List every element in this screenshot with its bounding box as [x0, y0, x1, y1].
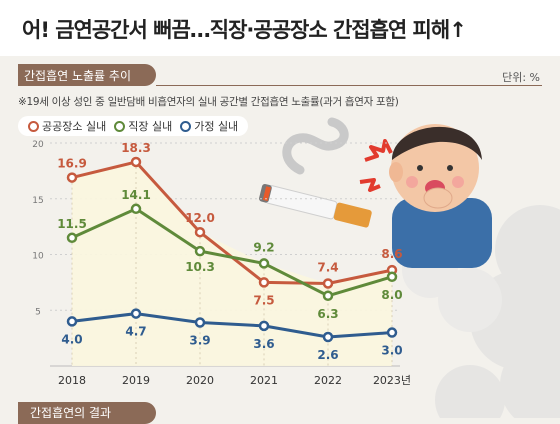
data-label-work: 11.5 — [57, 217, 87, 231]
data-point-work — [258, 258, 270, 269]
data-label-work: 9.2 — [253, 240, 274, 254]
data-point-home — [66, 316, 78, 327]
legend-item-public: 공공장소 실내 — [28, 118, 106, 134]
unit-label: 단위: % — [502, 71, 540, 84]
legend: 공공장소 실내 직장 실내 가정 실내 — [18, 116, 249, 136]
data-point-home — [386, 327, 398, 338]
next-section-title: 간접흡연의 결과 — [30, 406, 112, 420]
smoke-icon — [282, 117, 349, 175]
data-label-public: 7.5 — [253, 293, 274, 307]
data-point-public — [130, 156, 142, 168]
cigarette-icon — [259, 183, 372, 228]
data-labels: 16.9 18.3 12.0 7.5 7.4 8.6 11.5 14.1 10.3 9.2 6.3 8… — [57, 141, 402, 362]
data-point-public — [322, 278, 334, 289]
data-label-work: 14.1 — [121, 188, 151, 202]
series-lines — [66, 156, 398, 343]
data-point-home — [130, 308, 142, 319]
data-point-work — [386, 271, 398, 283]
section-bar — [18, 64, 156, 86]
series-line-home — [71, 312, 393, 339]
data-point-public — [258, 277, 270, 288]
coughing-person-icon — [389, 124, 492, 268]
legend-marker-home — [180, 120, 192, 132]
y-tick-label: 5 — [35, 307, 41, 317]
data-label-home: 4.0 — [61, 332, 82, 346]
headline: 어! 금연공간서 뻐끔…직장·공공장소 간접흡연 피해↑ — [22, 18, 467, 42]
series-line-work — [71, 207, 393, 298]
legend-label-work: 직장 실내 — [128, 120, 173, 133]
section-title: 간접흡연 노출률 추이 — [24, 69, 131, 83]
data-label-public: 18.3 — [121, 141, 151, 155]
x-tick-label: 2021 — [250, 374, 278, 387]
y-tick-label: 20 — [32, 140, 44, 150]
data-point-home — [194, 317, 206, 328]
y-tick-label: 10 — [32, 252, 44, 262]
data-point-home — [258, 320, 270, 332]
legend-label-home: 가정 실내 — [194, 120, 239, 133]
section-divider — [156, 85, 542, 86]
legend-label-public: 공공장소 실내 — [42, 120, 107, 133]
data-point-public — [194, 226, 206, 238]
data-label-work: 8.0 — [381, 288, 402, 302]
data-label-home: 4.7 — [125, 325, 146, 339]
legend-marker-work — [114, 120, 126, 132]
x-tick-label: 2022 — [314, 374, 342, 387]
data-point-work — [66, 232, 78, 244]
legend-item-work: 직장 실내 — [114, 118, 172, 134]
data-label-home: 2.6 — [317, 348, 338, 362]
legend-marker-public — [28, 120, 39, 132]
data-point-work — [194, 245, 206, 257]
data-label-public: 12.0 — [185, 211, 215, 225]
data-label-public: 8.6 — [381, 247, 402, 261]
cloud-decoration — [402, 205, 560, 418]
headline-area: 어! 금연공간서 뻐끔…직장·공공장소 간접흡연 피해↑ — [0, 0, 560, 56]
x-tick-label: 2023년 — [373, 374, 411, 387]
data-label-work: 6.3 — [317, 307, 338, 321]
x-tick-label: 2018 — [58, 374, 86, 387]
data-point-work — [322, 290, 334, 302]
data-label-work: 10.3 — [185, 260, 215, 274]
y-tick-label: 15 — [32, 196, 43, 206]
data-point-home — [322, 331, 334, 343]
legend-item-home: 가정 실내 — [180, 118, 238, 134]
x-tick-label: 2020 — [186, 374, 214, 387]
data-point-public — [66, 172, 78, 183]
x-axis: 2018 2019 2020 2021 2022 2023년 — [58, 374, 411, 387]
chart-note: ※19세 이상 성인 중 일반담배 비흡연자의 실내 공간별 간접흡연 노출률(… — [18, 96, 399, 108]
data-label-home: 3.0 — [381, 344, 402, 358]
data-label-home: 3.6 — [253, 337, 274, 351]
x-tick-label: 2019 — [122, 374, 150, 387]
data-point-work — [130, 203, 142, 215]
data-label-public: 16.9 — [57, 157, 87, 171]
data-label-home: 3.9 — [189, 334, 210, 348]
cough-burst-icon — [359, 139, 393, 192]
data-label-public: 7.4 — [317, 260, 338, 274]
